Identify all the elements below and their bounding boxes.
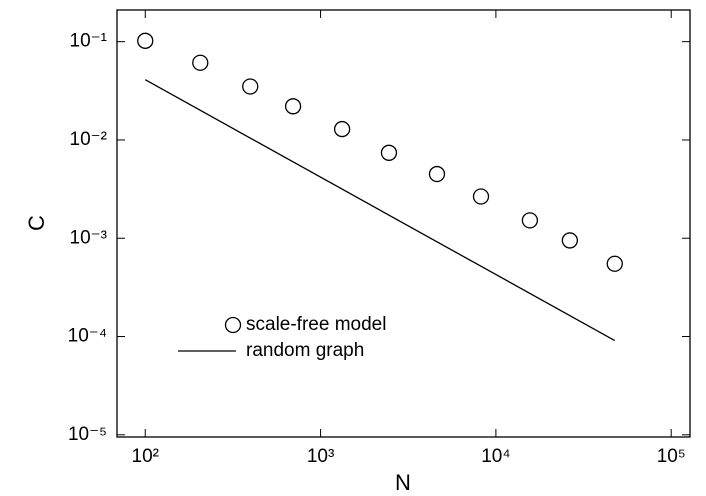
line bbox=[144, 79, 616, 342]
marker bbox=[606, 255, 623, 272]
marker bbox=[521, 212, 539, 229]
x-tick-label: 10² bbox=[132, 446, 159, 467]
legend-label: random graph bbox=[246, 340, 364, 361]
marker bbox=[333, 120, 351, 138]
x-tick-label: 10⁴ bbox=[481, 446, 510, 467]
y-tick-label: 10⁻¹ bbox=[70, 31, 108, 52]
y-tick-label: 10⁻⁴ bbox=[68, 326, 107, 347]
y-tick-label: 10⁻³ bbox=[70, 227, 108, 248]
marker bbox=[284, 98, 302, 115]
plot-frame bbox=[116, 9, 691, 438]
y-axis-label: C bbox=[24, 215, 49, 231]
x-axis-label: N bbox=[395, 470, 411, 495]
marker bbox=[428, 165, 446, 183]
x-tick-label: 10³ bbox=[307, 446, 334, 467]
marker bbox=[192, 54, 209, 71]
legend-marker bbox=[224, 316, 242, 334]
marker bbox=[380, 144, 398, 161]
marker bbox=[242, 78, 259, 95]
y-tick-label: 10⁻² bbox=[70, 129, 108, 150]
marker bbox=[137, 32, 154, 49]
y-tick-label: 10⁻⁵ bbox=[68, 424, 107, 445]
legend-label: scale-free model bbox=[246, 314, 386, 335]
marker bbox=[472, 188, 490, 205]
x-tick-label: 10⁵ bbox=[657, 446, 686, 467]
marker bbox=[561, 232, 579, 249]
